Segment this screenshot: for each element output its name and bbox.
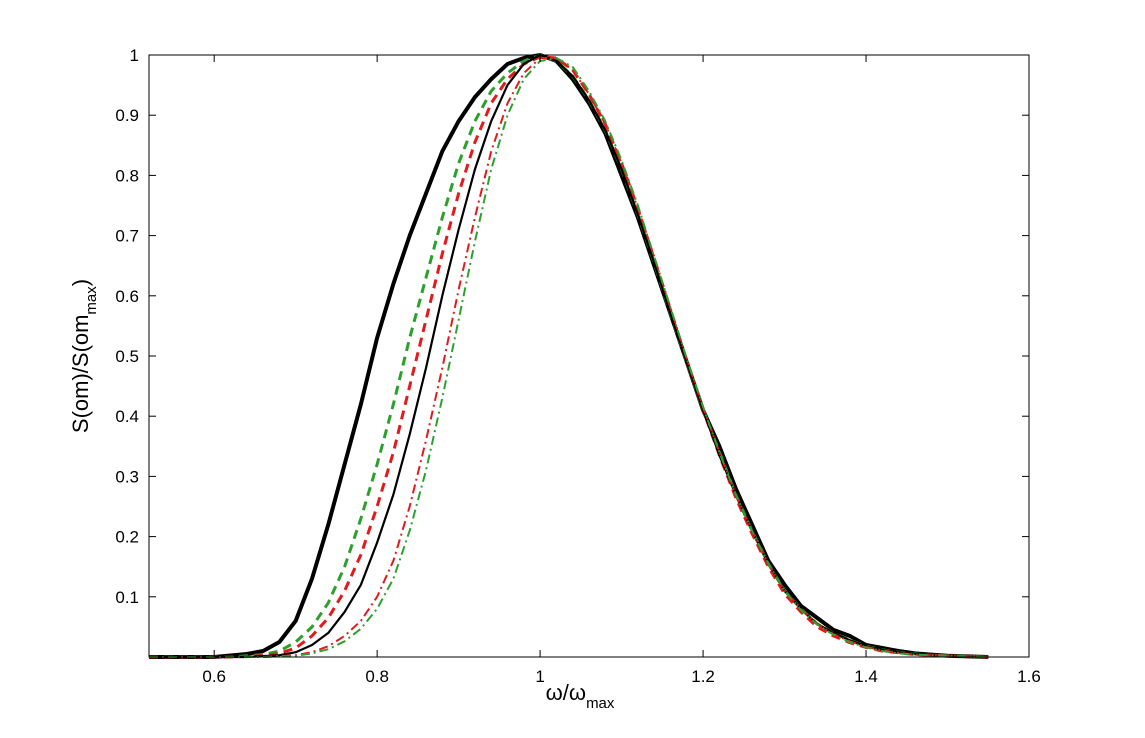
y-tick-label-0.9: 0.9	[115, 106, 139, 125]
x-tick-label-1.4: 1.4	[854, 667, 878, 686]
x-tick-label-1.2: 1.2	[691, 667, 715, 686]
series-line-4	[149, 53, 989, 659]
plot-frame	[148, 54, 1030, 658]
y-tick-label-0.6: 0.6	[115, 287, 139, 306]
x-tick-label-1.6: 1.6	[1017, 667, 1041, 686]
series-line-3	[149, 55, 989, 659]
y-axis-label: S(om)/S(ommax)	[68, 279, 100, 433]
y-tick-label-0.8: 0.8	[115, 166, 139, 185]
x-tick-label-0.6: 0.6	[202, 667, 226, 686]
x-axis-ticks: 0.6 0.8 1 1.2 1.4 1.6	[202, 55, 1041, 686]
y-tick-label-0.5: 0.5	[115, 347, 139, 366]
y-tick-label-0.3: 0.3	[115, 467, 139, 486]
y-tick-label-1: 1	[130, 46, 139, 65]
series-line-1	[149, 53, 989, 659]
x-tick-label-0.8: 0.8	[365, 667, 389, 686]
y-tick-label-0.7: 0.7	[115, 227, 139, 246]
series-group	[149, 53, 989, 659]
series-line-6	[149, 57, 989, 658]
x-tick-label-1: 1	[535, 667, 544, 686]
y-tick-label-0.4: 0.4	[115, 407, 139, 426]
series-line-2	[149, 53, 989, 659]
series-line-5	[149, 57, 989, 658]
y-tick-label-0.1: 0.1	[115, 588, 139, 607]
x-axis-label: ω/ωmax	[546, 680, 615, 712]
y-axis-ticks: 0.1 0.2 0.3 0.4 0.5 0.6 0.7 0.8 0.9 1	[115, 46, 1029, 607]
y-tick-label-0.2: 0.2	[115, 528, 139, 547]
